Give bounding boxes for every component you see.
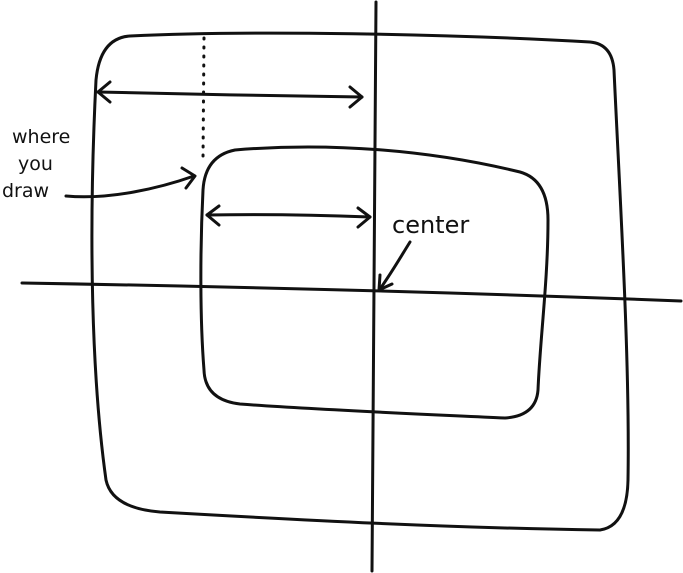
label-center: center bbox=[392, 211, 469, 239]
inner-width-arrow bbox=[205, 204, 372, 229]
vertical-axis-line bbox=[370, 0, 378, 573]
label-where: where bbox=[12, 126, 70, 148]
label-draw: draw bbox=[2, 180, 49, 202]
outer-region bbox=[90, 31, 630, 532]
center-arrow bbox=[377, 240, 412, 292]
horizontal-axis-line bbox=[20, 281, 683, 303]
inner-region bbox=[199, 145, 550, 420]
label-you: you bbox=[18, 153, 53, 175]
where-you-draw-arrow bbox=[64, 166, 197, 199]
outer-width-arrow bbox=[96, 80, 364, 109]
dotted-guide-line bbox=[201, 36, 206, 162]
